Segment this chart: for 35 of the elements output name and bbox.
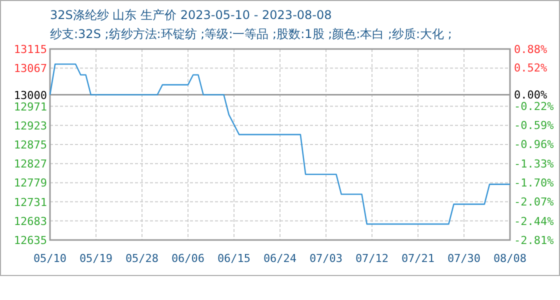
y2-tick-label: -0.59%: [514, 119, 554, 132]
y-tick-label: 12635: [14, 234, 47, 247]
y2-tick-label: 0.88%: [514, 43, 548, 56]
chart-subtitle: 纱支:32S ;纺纱方法:环锭纺 ;等级:一等品 ;股数:1股 ;颜色:本白 ;纱质:大化 ;: [50, 27, 452, 41]
x-tick-label: 05/28: [125, 252, 159, 265]
y2-tick-label: -0.96%: [514, 138, 554, 152]
y-tick-label: 13115: [14, 43, 47, 56]
y-tick-label: 12731: [14, 196, 47, 209]
y-tick-label: 12923: [14, 119, 47, 132]
y2-tick-label: 0.52%: [514, 62, 548, 75]
y2-tick-label: -1.70%: [514, 176, 554, 190]
y2-tick-label: -0.22%: [514, 100, 554, 113]
y2-tick-label: -1.33%: [514, 157, 554, 170]
y2-tick-label: -2.44%: [514, 214, 554, 228]
y-tick-label: 12971: [14, 100, 47, 114]
x-tick-label: 07/21: [401, 252, 435, 265]
y2-tick-label: -2.81%: [514, 234, 554, 247]
y-tick-label: 13067: [14, 62, 47, 76]
y2-tick-label: 0.00%: [514, 88, 548, 102]
x-tick-label: 07/12: [355, 252, 389, 265]
y2-tick-label: -2.07%: [514, 196, 554, 209]
x-tick-label: 05/10: [33, 252, 67, 265]
y-tick-label: 13000: [14, 88, 47, 102]
x-tick-label: 08/08: [493, 252, 527, 265]
x-tick-label: 06/15: [217, 252, 251, 265]
y-tick-label: 12875: [14, 138, 47, 152]
x-tick-label: 06/06: [171, 252, 205, 265]
y-tick-label: 12827: [14, 158, 47, 171]
y-tick-label: 12779: [14, 176, 47, 190]
y-tick-label: 12683: [14, 214, 47, 228]
x-tick-label: 07/03: [309, 252, 343, 265]
x-tick-label: 06/24: [263, 252, 297, 265]
x-tick-label: 05/19: [79, 252, 113, 265]
chart-title: 32S涤纶纱 山东 生产价 2023-05-10 - 2023-08-08: [50, 8, 332, 22]
x-tick-label: 07/30: [447, 252, 481, 265]
